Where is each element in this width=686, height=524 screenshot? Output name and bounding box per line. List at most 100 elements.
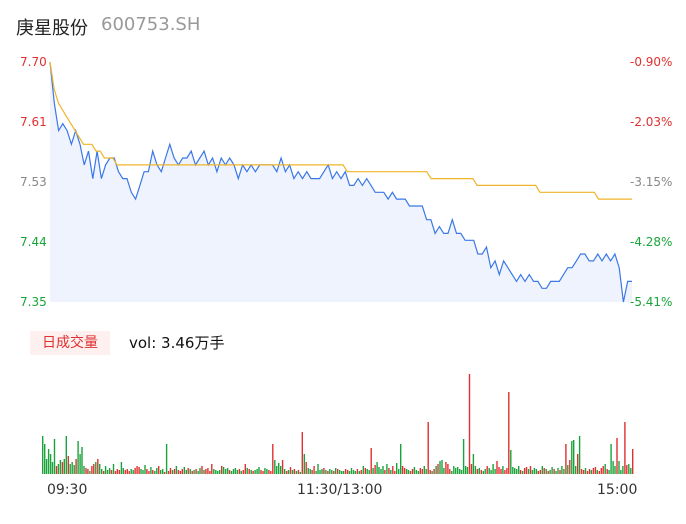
- volume-bar: [529, 466, 532, 474]
- volume-bar: [342, 471, 345, 474]
- y-right-tick-3: -3.15%: [630, 175, 673, 189]
- volume-bar: [163, 472, 166, 474]
- volume-text: vol: 3.46万手: [129, 334, 225, 352]
- volume-bar: [75, 459, 77, 474]
- volume-bar: [150, 467, 152, 474]
- volume-bar: [122, 468, 124, 474]
- volume-bar: [573, 440, 575, 474]
- volume-bar: [53, 439, 56, 474]
- volume-bar: [411, 469, 414, 474]
- volume-bar: [506, 468, 508, 474]
- volume-bar: [549, 470, 551, 474]
- volume-bar: [242, 470, 244, 474]
- volume-bar: [177, 470, 180, 474]
- volume-bar: [616, 438, 618, 474]
- volume-bar: [44, 444, 46, 474]
- volume-bar: [401, 466, 404, 474]
- volume-bar: [510, 450, 512, 474]
- volume-bar: [504, 470, 506, 474]
- volume-bar: [49, 454, 52, 474]
- volume-bar: [69, 464, 71, 474]
- volume-bar: [132, 470, 134, 474]
- volume-bar: [378, 467, 380, 474]
- volume-bar: [297, 470, 300, 474]
- volume-bar: [101, 469, 103, 474]
- y-left-tick-2: 7.61: [20, 115, 47, 129]
- volume-badge[interactable]: 日成交量: [30, 331, 110, 355]
- volume-bar: [472, 454, 475, 474]
- volume-bar: [203, 470, 205, 474]
- volume-bar: [451, 471, 453, 474]
- volume-bar: [527, 469, 530, 474]
- volume-bar: [173, 469, 176, 474]
- volume-bar: [158, 466, 160, 474]
- volume-bar: [384, 470, 386, 474]
- volume-bar: [134, 468, 136, 474]
- volume-bar: [460, 470, 463, 474]
- volume-bar: [370, 448, 372, 474]
- volume-bar: [175, 466, 178, 474]
- volume-bar: [299, 472, 301, 474]
- volume-bar: [57, 464, 60, 474]
- volume-bar: [561, 466, 563, 474]
- volume-bar: [348, 471, 351, 474]
- volume-bar: [250, 470, 252, 474]
- volume-bar: [468, 374, 471, 474]
- volume-bar: [346, 470, 349, 474]
- volume-bar: [187, 468, 189, 474]
- volume-bar: [138, 467, 140, 474]
- volume-bar: [598, 471, 600, 474]
- volume-bar: [464, 466, 467, 474]
- volume-bar: [278, 463, 280, 474]
- volume-bar: [197, 471, 199, 474]
- volume-bar: [337, 469, 339, 474]
- volume-bar: [285, 471, 288, 474]
- volume-bar: [435, 466, 437, 474]
- volume-bar: [358, 471, 361, 474]
- volume-bar: [73, 465, 75, 474]
- volume-bar: [97, 459, 99, 474]
- volume-bar: [620, 470, 622, 474]
- volume-bar: [360, 470, 362, 474]
- volume-bar: [571, 441, 573, 474]
- volume-bar: [305, 462, 307, 474]
- volume-bar: [628, 464, 630, 474]
- volume-bar: [624, 422, 626, 474]
- volume-bar: [167, 471, 170, 474]
- volume-bar: [213, 469, 215, 474]
- volume-bar: [514, 468, 516, 474]
- volume-bar: [366, 469, 368, 474]
- volume-bar: [114, 471, 117, 474]
- x-tick-midday: 11:30/13:00: [297, 482, 383, 498]
- volume-bar: [344, 469, 347, 474]
- volume-bar: [311, 470, 313, 474]
- volume-bar: [577, 454, 579, 474]
- volume-bar: [236, 470, 239, 474]
- volume-bar: [394, 471, 396, 474]
- volume-bar: [42, 436, 44, 474]
- volume-bar: [632, 449, 634, 474]
- volume-bar: [207, 468, 209, 474]
- price-area-fill: [50, 62, 632, 302]
- y-left-tick-3: 7.53: [20, 175, 47, 189]
- volume-bar: [232, 469, 235, 474]
- volume-bar: [531, 470, 534, 474]
- volume-bar: [89, 471, 91, 474]
- volume-bar: [413, 467, 416, 474]
- volume-bar: [421, 469, 423, 474]
- volume-bar: [179, 471, 182, 474]
- volume-bar: [439, 461, 441, 474]
- volume-bar: [104, 466, 107, 474]
- volume-bar: [230, 471, 233, 474]
- volume-bar: [93, 464, 95, 474]
- volume-bar: [588, 469, 591, 474]
- volume-bar: [118, 470, 121, 474]
- volume-bar: [537, 471, 539, 474]
- volume-bar: [525, 467, 528, 474]
- volume-bar: [130, 469, 132, 474]
- volume-bar: [319, 470, 321, 474]
- volume-bar: [333, 471, 335, 474]
- volume-bar: [614, 466, 616, 474]
- y-right-tick-2: -2.03%: [630, 115, 673, 129]
- volume-bar: [459, 469, 461, 474]
